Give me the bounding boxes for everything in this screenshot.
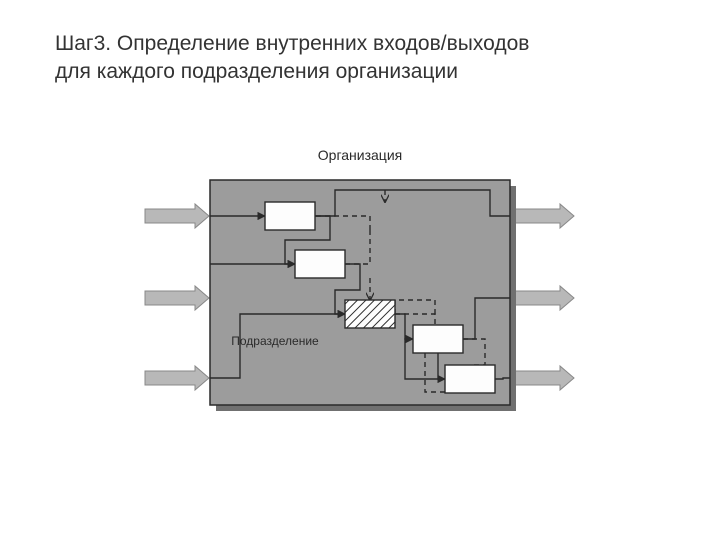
org-diagram: Организация Подразделение — [135, 140, 585, 440]
title-line-1: Шаг3. Определение внутренних входов/выхо… — [55, 32, 529, 55]
diagram-svg: Организация Подразделение — [135, 140, 585, 440]
title-line-2: для каждого подразделения организации — [55, 60, 458, 83]
svg-text:Подразделение: Подразделение — [231, 334, 319, 348]
page-title: Шаг3. Определение внутренних входов/выхо… — [55, 30, 529, 87]
svg-text:Организация: Организация — [318, 147, 402, 163]
